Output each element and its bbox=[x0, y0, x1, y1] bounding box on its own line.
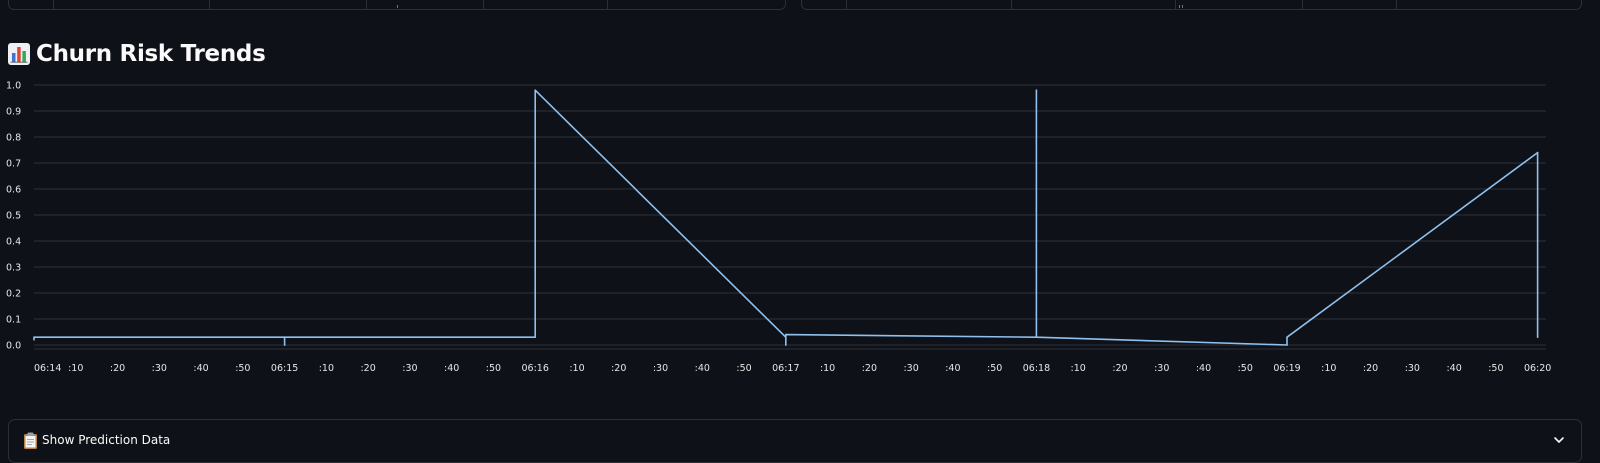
data-point bbox=[1286, 344, 1288, 346]
x-tick-label: :40 bbox=[1446, 363, 1461, 374]
x-tick-label: :10 bbox=[68, 363, 83, 374]
x-tick-label: 06:19 bbox=[1273, 363, 1300, 374]
x-tick-label: :20 bbox=[1112, 363, 1127, 374]
y-tick-label: 0.2 bbox=[6, 289, 21, 300]
x-tick-label: :20 bbox=[1363, 363, 1378, 374]
x-tick-label: :50 bbox=[235, 363, 250, 374]
y-tick-label: 0.4 bbox=[6, 237, 21, 248]
x-tick-label: :50 bbox=[987, 363, 1002, 374]
summary-table-left bbox=[8, 0, 786, 10]
data-point bbox=[785, 344, 787, 346]
y-axis: 0.0 0.1 0.2 0.3 0.4 0.5 0.6 0.7 0.8 0.9 1.0 bbox=[6, 81, 21, 352]
x-tick-label: :30 bbox=[152, 363, 167, 374]
data-point bbox=[785, 336, 787, 339]
text-fragment bbox=[1182, 5, 1183, 8]
x-tick-label: :30 bbox=[1405, 363, 1420, 374]
x-tick-label: :40 bbox=[193, 363, 208, 374]
bar-chart-emoji-icon bbox=[8, 43, 30, 65]
x-tick-label: :50 bbox=[486, 363, 501, 374]
x-tick-label: :10 bbox=[1071, 363, 1086, 374]
section-title-text: Churn Risk Trends bbox=[36, 41, 266, 67]
show-prediction-data-expander[interactable]: Show Prediction Data bbox=[8, 419, 1582, 463]
data-point bbox=[1286, 336, 1288, 339]
text-fragment bbox=[397, 5, 398, 8]
data-point bbox=[283, 336, 286, 339]
data-point bbox=[1536, 336, 1539, 339]
y-tick-label: 1.0 bbox=[6, 81, 21, 92]
expander-label: Show Prediction Data bbox=[42, 433, 171, 447]
x-tick-label: :20 bbox=[862, 363, 877, 374]
column-divider bbox=[483, 0, 484, 9]
clipboard-icon bbox=[24, 432, 37, 449]
data-point bbox=[785, 333, 787, 336]
x-tick-label: :20 bbox=[360, 363, 375, 374]
x-tick-label: :40 bbox=[945, 363, 960, 374]
y-tick-label: 0.7 bbox=[6, 159, 21, 170]
chart-gridlines bbox=[34, 84, 1546, 350]
y-tick-label: 0.5 bbox=[6, 211, 21, 222]
churn-risk-series-line bbox=[33, 89, 1539, 346]
summary-table-right bbox=[801, 0, 1582, 10]
x-tick-label: :30 bbox=[1154, 363, 1169, 374]
chart-series bbox=[33, 89, 1539, 346]
data-point bbox=[534, 89, 537, 91]
x-tick-label: 06:14 bbox=[34, 363, 61, 374]
x-tick-label: 06:17 bbox=[772, 363, 799, 374]
data-point bbox=[33, 339, 35, 341]
x-tick-label: :50 bbox=[1238, 363, 1253, 374]
x-tick-label: :10 bbox=[569, 363, 584, 374]
y-tick-label: 0.8 bbox=[6, 133, 21, 144]
column-divider bbox=[53, 0, 54, 9]
column-divider bbox=[1175, 0, 1176, 9]
text-fragment bbox=[1179, 5, 1180, 8]
x-tick-label: 06:15 bbox=[271, 363, 298, 374]
column-divider bbox=[1396, 0, 1397, 9]
column-divider bbox=[1302, 0, 1303, 9]
data-point bbox=[1536, 151, 1539, 154]
data-point bbox=[534, 336, 537, 339]
section-title: Churn Risk Trends bbox=[8, 36, 266, 72]
x-tick-label: :10 bbox=[1321, 363, 1336, 374]
data-point bbox=[33, 336, 35, 339]
y-tick-label: 0.6 bbox=[6, 185, 21, 196]
churn-risk-line-chart[interactable]: 0.0 0.1 0.2 0.3 0.4 0.5 0.6 0.7 0.8 0.9 1.0 06:14:… bbox=[0, 78, 1600, 388]
x-tick-label: :20 bbox=[611, 363, 626, 374]
x-tick-label: :30 bbox=[653, 363, 668, 374]
x-tick-label: :10 bbox=[820, 363, 835, 374]
x-tick-label: :40 bbox=[695, 363, 710, 374]
y-tick-label: 0.9 bbox=[6, 107, 21, 118]
data-point bbox=[1035, 89, 1038, 91]
column-divider bbox=[366, 0, 367, 9]
column-divider bbox=[846, 0, 847, 9]
column-divider bbox=[1011, 0, 1012, 9]
x-tick-label: :10 bbox=[319, 363, 334, 374]
x-tick-label: :30 bbox=[402, 363, 417, 374]
x-tick-label: :40 bbox=[444, 363, 459, 374]
x-tick-label: :50 bbox=[736, 363, 751, 374]
x-tick-label: 06:20 bbox=[1524, 363, 1551, 374]
chevron-down-icon[interactable] bbox=[1553, 434, 1565, 446]
column-divider bbox=[209, 0, 210, 9]
x-tick-label: :20 bbox=[110, 363, 125, 374]
x-tick-label: :40 bbox=[1196, 363, 1211, 374]
y-tick-label: 0.1 bbox=[6, 315, 21, 326]
y-tick-label: 0.3 bbox=[6, 263, 21, 274]
x-tick-label: :30 bbox=[903, 363, 918, 374]
x-tick-label: :50 bbox=[1488, 363, 1503, 374]
data-point bbox=[1035, 336, 1038, 339]
column-divider bbox=[607, 0, 608, 9]
data-point bbox=[283, 344, 286, 346]
x-tick-label: 06:18 bbox=[1023, 363, 1050, 374]
x-tick-label: 06:16 bbox=[522, 363, 549, 374]
x-axis: 06:14 :10 :20 :30 :40 :50 06:15 :10 :20 :30 :40 :50… bbox=[34, 363, 1551, 374]
y-tick-label: 0.0 bbox=[6, 341, 21, 352]
